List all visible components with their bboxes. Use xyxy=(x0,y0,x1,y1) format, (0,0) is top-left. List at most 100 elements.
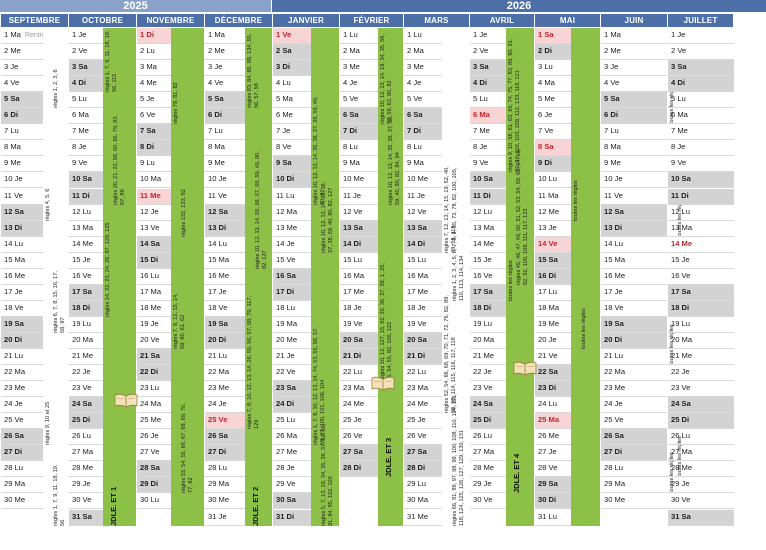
day-cell: 28 Ve xyxy=(535,461,571,478)
day-cell: 31 Lu xyxy=(535,510,571,526)
day-cell: 28 Me xyxy=(668,461,734,478)
day-cell: 9 Di xyxy=(535,156,571,173)
day-cell: 2 Me xyxy=(1,44,43,61)
day-cell: 29 Lu xyxy=(404,477,442,494)
day-cell: 26 Ve xyxy=(340,429,378,446)
day-cell: 14 Lu xyxy=(1,237,43,253)
day-cell: 28 Me xyxy=(69,461,103,478)
day-cell: 8 Ma xyxy=(1,140,43,157)
day-cell: 13 Sa xyxy=(404,220,442,237)
day-cell: 6 Ma xyxy=(69,108,103,125)
annotation-text: règles 10, 12, 13, 14, 35, 36, 37, 38, 5… xyxy=(388,114,401,205)
day-cell: 11 Ve xyxy=(601,189,667,205)
day-cell: 22 Ma xyxy=(1,365,43,382)
day-cell: 21 Lu xyxy=(1,349,43,366)
day-cell: 19 Lu xyxy=(470,317,506,333)
day-cell: 3 Di xyxy=(273,60,311,77)
day-cell: 4 Je xyxy=(404,76,442,93)
day-cell: 24 Je xyxy=(1,397,43,414)
month-header: OCTOBRE xyxy=(69,14,136,27)
day-cell: 23 Lu xyxy=(137,381,171,398)
day-cell: 12 Me xyxy=(535,205,571,221)
day-cell: 21 Lu xyxy=(205,349,245,366)
notes-column xyxy=(103,28,136,526)
day-cell: 4 Lu xyxy=(273,76,311,93)
day-cell: 29 Ma xyxy=(1,477,43,494)
day-cell: 15 Di xyxy=(137,252,171,269)
day-cell: 9 Ve xyxy=(470,156,506,173)
day-cell: 29 Je xyxy=(470,477,506,494)
day-cell: 27 Ma xyxy=(470,445,506,462)
day-cell: 19 Lu xyxy=(668,317,734,333)
day-cell: 30 Ve xyxy=(69,493,103,510)
day-cell: 13 Ma xyxy=(470,221,506,237)
day-cell: 17 Sa xyxy=(470,284,506,301)
day-cell: 12 Lu xyxy=(470,205,506,221)
month-header: JUILLET xyxy=(668,14,733,27)
day-cell: 11 Di xyxy=(668,188,734,205)
day-cell: 10 Sa xyxy=(668,172,734,189)
notes-column xyxy=(245,28,272,526)
annotation-text: règles 1, 2, 3, 4, 5, 6, 7, 8, 9, 55, 73… xyxy=(452,167,465,301)
day-cell: 16 Me xyxy=(205,269,245,285)
day-cell: 1 Sa xyxy=(535,28,571,45)
day-cell: 11 Di xyxy=(470,188,506,205)
day-cell: 17 Me xyxy=(340,285,378,301)
day-cell: 7 Me xyxy=(69,124,103,141)
day-cell: 11 Lu xyxy=(273,189,311,205)
day-cell: 10 Je xyxy=(601,172,667,189)
day-cell: 10 Me xyxy=(404,172,442,189)
day-cell: 25 Je xyxy=(404,413,442,430)
annotation-text: règles 5, 7, 13, 19, 34, 35, 36, 37, 82,… xyxy=(321,423,334,526)
day-cell: 4 Ma xyxy=(535,76,571,93)
day-cell: 21 Me xyxy=(470,349,506,366)
day-cell: 24 Me xyxy=(340,397,378,414)
day-cell: 30 Ma xyxy=(404,493,442,510)
day-cell: 24 Sa xyxy=(668,397,734,414)
day-cell: 6 Ma xyxy=(470,108,506,125)
day-cell: 4 Ve xyxy=(1,76,43,93)
day-cell: 3 Je xyxy=(205,60,245,77)
day-cell: 8 Lu xyxy=(340,140,378,157)
day-cell: 2 Ma xyxy=(340,44,378,61)
day-cell: 3 Je xyxy=(1,60,43,77)
day-cell: 10 Je xyxy=(1,172,43,189)
annotation-text: règles 1, 7, 9, 11, 18, 19, 56 xyxy=(53,464,66,526)
day-cell: 7 Di xyxy=(340,124,378,141)
day-cell: 23 Ma xyxy=(340,381,378,398)
day-cell: 3 Sa xyxy=(668,60,734,77)
day-cell: 27 Ma xyxy=(668,445,734,462)
day-cell: 10 Je xyxy=(205,172,245,189)
day-cell: 13 Me xyxy=(273,221,311,237)
day-cell: 28 Me xyxy=(470,461,506,478)
day-cell: 8 Sa xyxy=(535,140,571,157)
day-cell: 27 Sa xyxy=(340,445,378,462)
day-cell: 17 Lu xyxy=(535,285,571,301)
day-cell: 25 Ma xyxy=(535,413,571,430)
day-cell: 1 Lu xyxy=(340,28,378,45)
day-cell: 18 Je xyxy=(340,301,378,317)
day-cell: 11 Me xyxy=(137,188,171,205)
day-cell: 28 Sa xyxy=(137,461,171,478)
day-cell: 17 Sa xyxy=(69,284,103,301)
month-header: JUIN xyxy=(601,14,667,27)
day-cell: 25 Ve xyxy=(205,413,245,430)
month-header: JANVIER xyxy=(273,14,339,27)
day-cell: 7 Me xyxy=(668,124,734,141)
day-cell: 22 Je xyxy=(470,365,506,382)
day-cell: 22 Lu xyxy=(404,365,442,382)
day-cell: 24 Je xyxy=(205,397,245,414)
notes-column xyxy=(311,28,339,526)
day-cell: 13 Ve xyxy=(137,221,171,237)
day-cell: 2 Sa xyxy=(273,44,311,61)
day-cell: 15 Je xyxy=(69,253,103,269)
day-cell: 2 Ma xyxy=(404,44,442,61)
day-cell: 8 Ma xyxy=(205,140,245,157)
open-book-icon xyxy=(114,393,138,408)
day-cell: 30 Me xyxy=(1,493,43,510)
day-cell: 12 Ve xyxy=(404,205,442,221)
annotation-text: règles 7, 8, 12, 15, 14, 59, 60, 61, 62 xyxy=(173,293,186,349)
day-cell: 21 Di xyxy=(340,349,378,366)
day-cell: 14 Me xyxy=(668,236,734,253)
day-cell: 31 Me xyxy=(404,510,442,526)
